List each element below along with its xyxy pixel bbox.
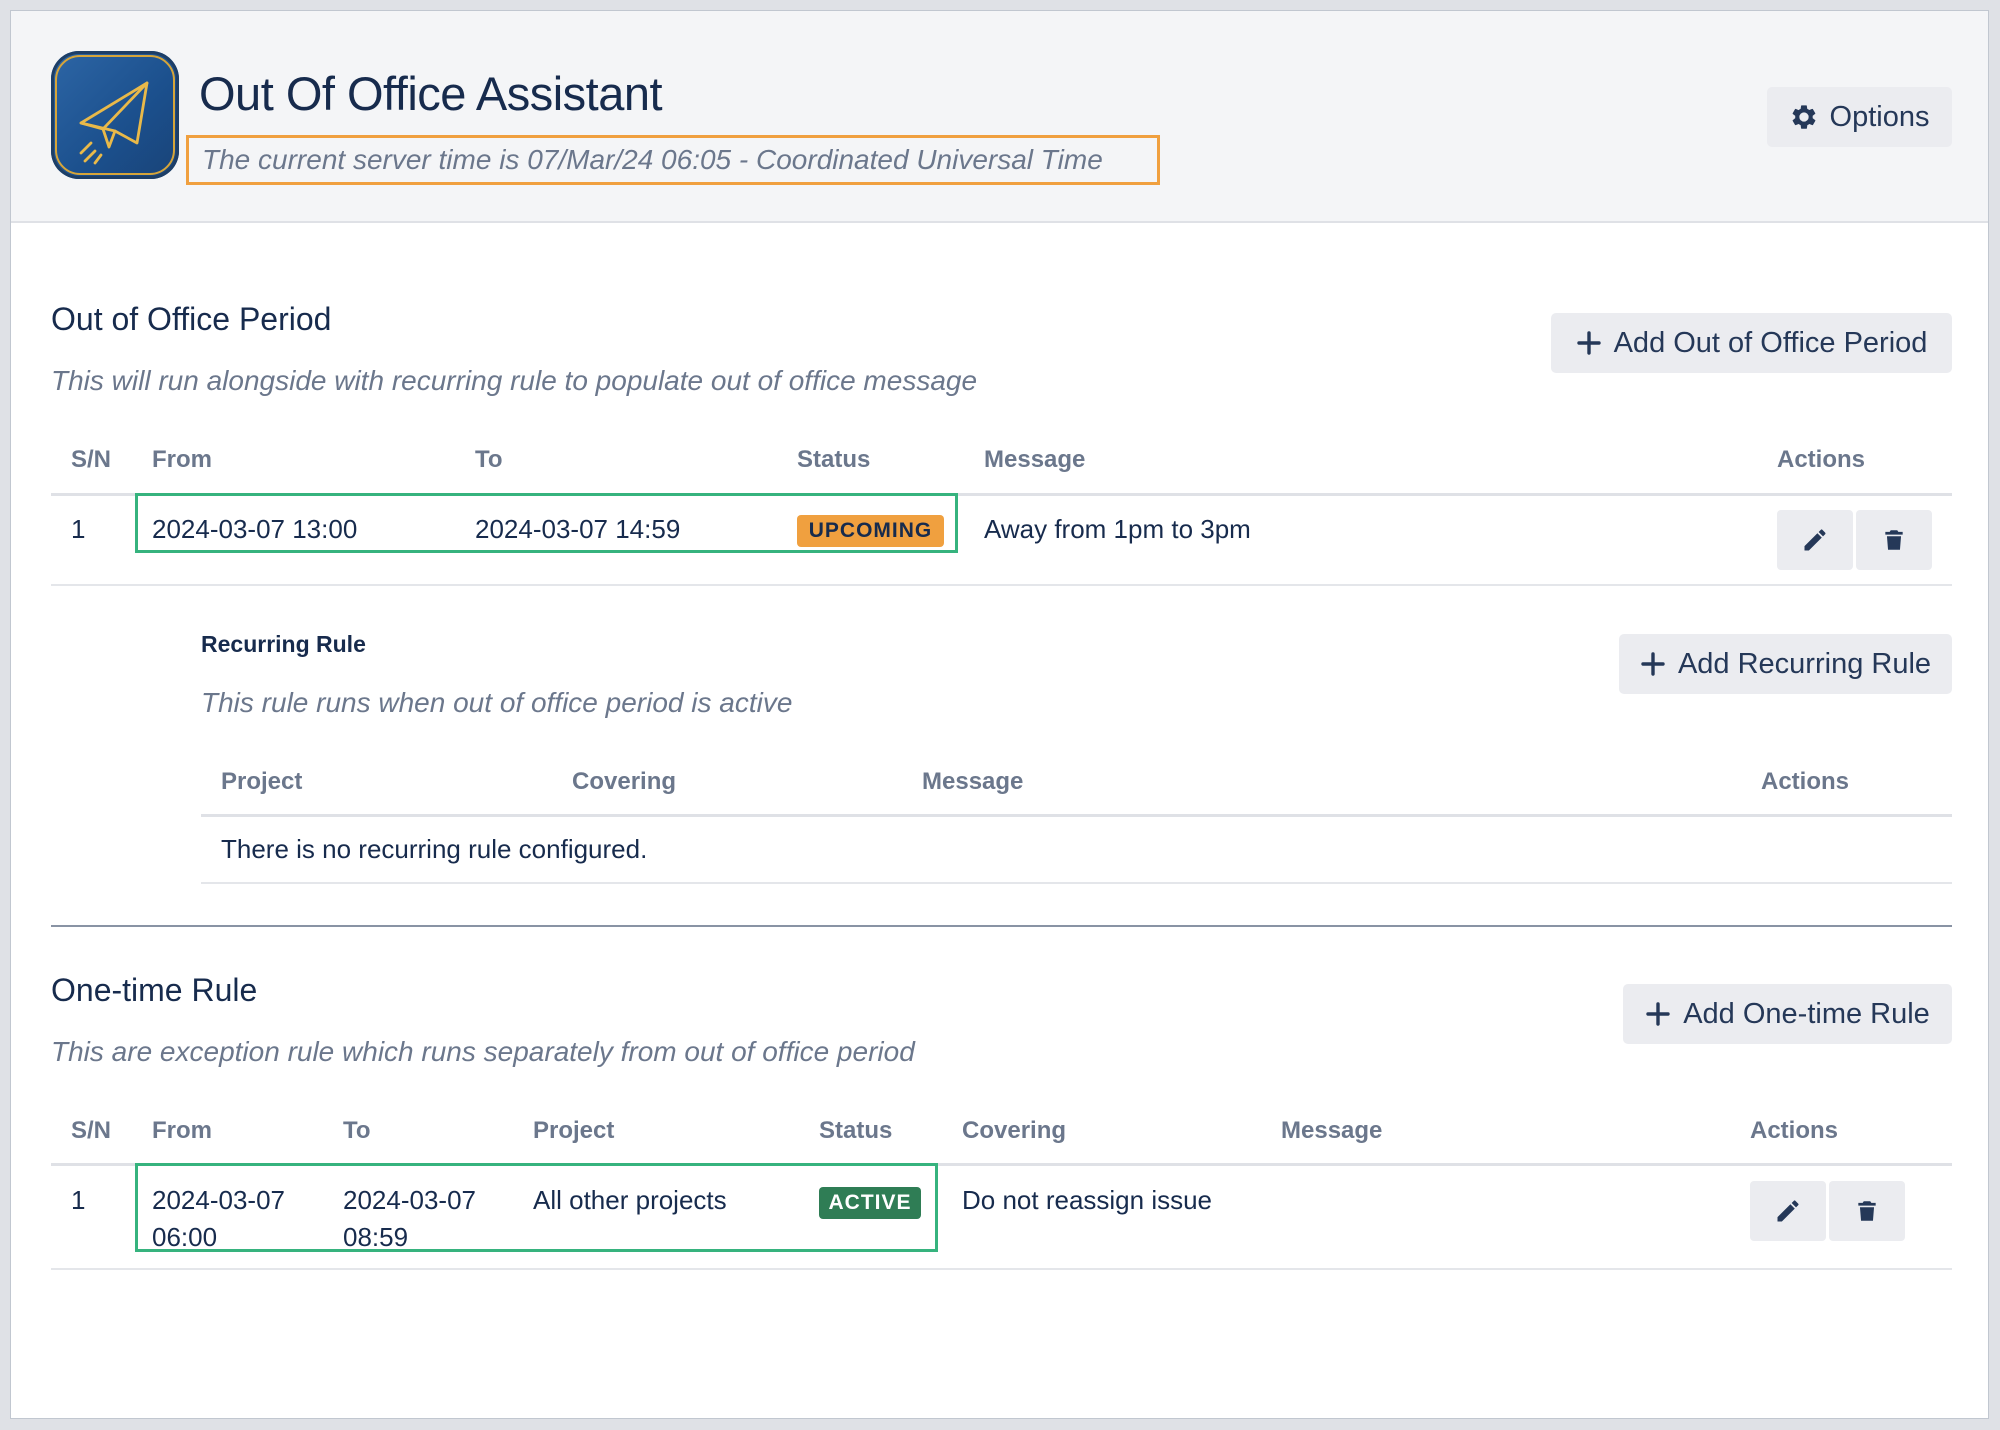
plus-icon [1641, 652, 1665, 676]
page-title: Out Of Office Assistant [199, 67, 663, 120]
gear-icon [1792, 105, 1815, 129]
column-header-status: Status [819, 1117, 893, 1144]
one-time-rule-description: This are exception rule which runs separ… [51, 1036, 915, 1067]
pencil-icon [1804, 529, 1826, 551]
one-time-rule-title: One-time Rule [51, 972, 258, 1008]
section-divider [51, 925, 1952, 927]
column-header-message: Message [984, 446, 1086, 473]
row-to-time: 08:59 [343, 1222, 409, 1252]
row-to: 2024-03-07 14:59 [475, 514, 681, 544]
row-to-date: 2024-03-07 [343, 1185, 476, 1215]
column-header-covering: Covering [572, 768, 677, 795]
row-highlight [135, 493, 958, 553]
table-header-divider [201, 814, 1952, 817]
add-one-time-rule-button[interactable]: Add One-time Rule [1623, 984, 1952, 1044]
column-header-to: To [343, 1117, 371, 1144]
trash-icon [1885, 530, 1903, 550]
column-header-covering: Covering [962, 1117, 1067, 1144]
row-sn: 1 [71, 514, 86, 544]
column-header-actions: Actions [1761, 768, 1850, 795]
add-ooo-period-button[interactable]: Add Out of Office Period [1551, 313, 1952, 373]
app-frame: Out Of Office Assistant The current serv… [10, 10, 1989, 1419]
status-badge-active: ACTIVE [819, 1187, 921, 1219]
row-highlight [135, 1163, 938, 1252]
edit-button[interactable] [1777, 510, 1853, 570]
plus-icon [1576, 331, 1601, 355]
column-header-from: From [152, 1117, 212, 1144]
column-header-project: Project [533, 1117, 615, 1144]
row-from-time: 06:00 [152, 1222, 218, 1252]
column-header-sn: S/N [71, 446, 112, 473]
column-header-message: Message [1281, 1117, 1383, 1144]
column-header-status: Status [797, 446, 871, 473]
column-header-from: From [152, 446, 212, 473]
status-badge-upcoming: UPCOMING [797, 515, 944, 547]
delete-button[interactable] [1829, 1181, 1905, 1241]
paper-plane-icon [55, 55, 175, 175]
options-label: Options [1829, 100, 1930, 133]
plus-icon [1646, 1002, 1670, 1026]
trash-icon [1858, 1201, 1876, 1221]
pencil-icon [1777, 1200, 1799, 1222]
add-recurring-rule-button[interactable]: Add Recurring Rule [1619, 634, 1952, 694]
ooo-period-description: This will run alongside with recurring r… [51, 365, 978, 396]
column-header-actions: Actions [1750, 1117, 1839, 1144]
server-time-text: The current server time is 07/Mar/24 06:… [186, 135, 1160, 185]
delete-button[interactable] [1856, 510, 1932, 570]
row-from: 2024-03-07 13:00 [152, 514, 358, 544]
recurring-rule-title: Recurring Rule [201, 631, 366, 657]
add-one-time-rule-label: Add One-time Rule [1683, 997, 1930, 1030]
table-header-divider [51, 1163, 1952, 1166]
column-header-message: Message [922, 768, 1024, 795]
row-sn: 1 [71, 1185, 86, 1215]
column-header-sn: S/N [71, 1117, 112, 1144]
row-project: All other projects [533, 1185, 727, 1215]
add-recurring-rule-label: Add Recurring Rule [1677, 647, 1932, 680]
row-from-date: 2024-03-07 [152, 1185, 285, 1215]
options-button[interactable]: Options [1767, 87, 1952, 147]
row-divider [51, 584, 1952, 586]
table-header-divider [51, 493, 1952, 496]
app-logo [51, 51, 179, 179]
add-ooo-period-label: Add Out of Office Period [1613, 326, 1928, 359]
column-header-actions: Actions [1777, 446, 1866, 473]
edit-button[interactable] [1750, 1181, 1826, 1241]
row-divider [51, 1268, 1952, 1270]
row-covering: Do not reassign issue [962, 1185, 1213, 1215]
page-header: Out Of Office Assistant The current serv… [11, 11, 1988, 223]
column-header-project: Project [221, 768, 303, 795]
row-divider [201, 882, 1952, 884]
recurring-rule-description: This rule runs when out of office period… [201, 687, 793, 718]
row-message: Away from 1pm to 3pm [984, 514, 1251, 544]
ooo-period-title: Out of Office Period [51, 301, 332, 337]
empty-state-message: There is no recurring rule configured. [221, 834, 648, 864]
column-header-to: To [475, 446, 503, 473]
